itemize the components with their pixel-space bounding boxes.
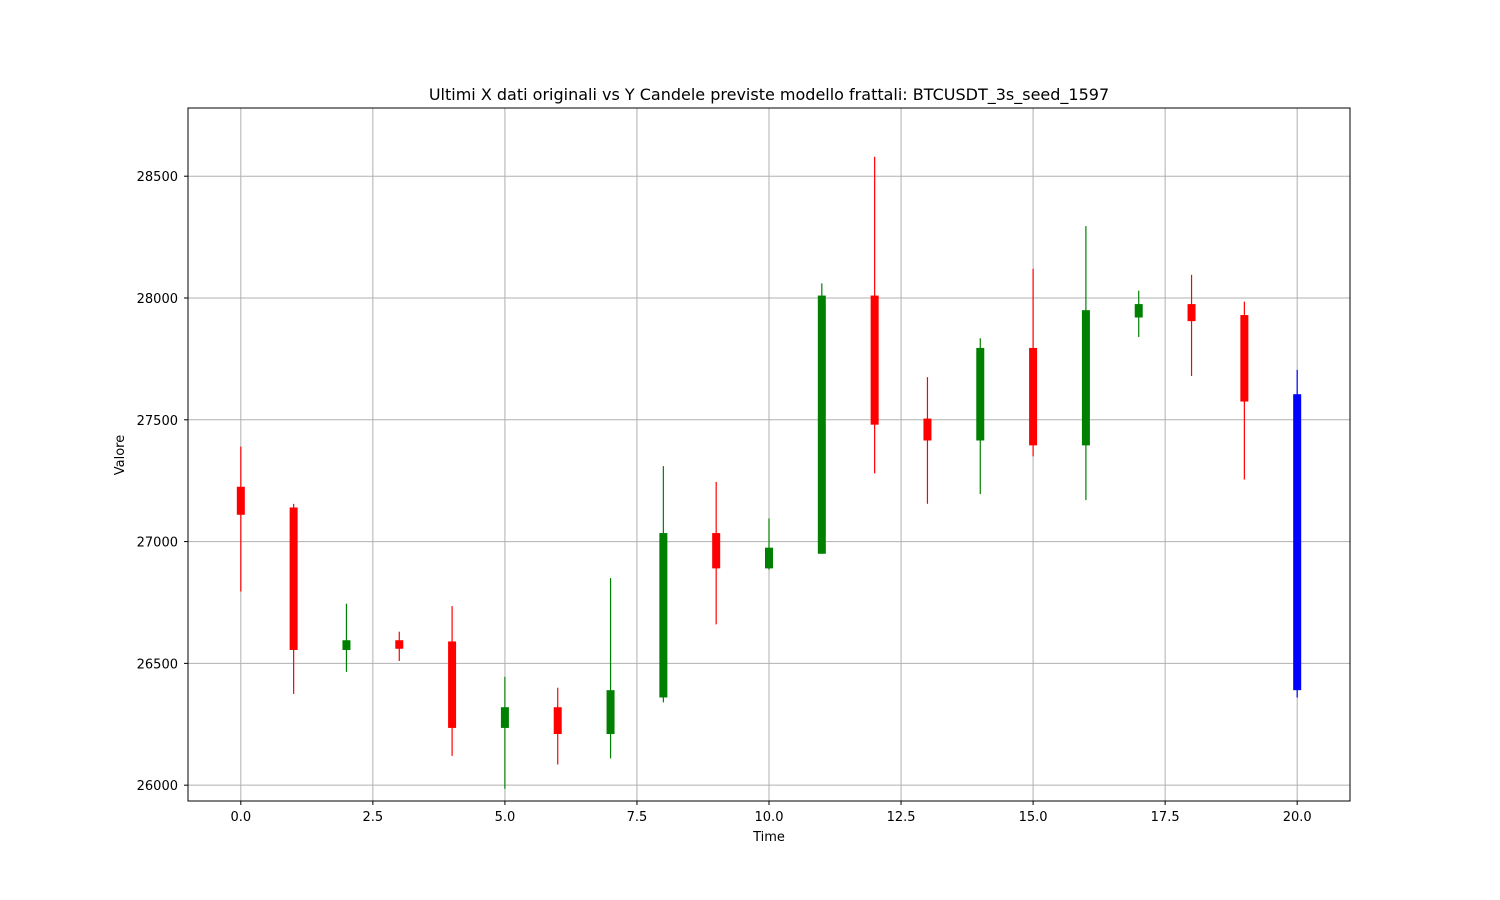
candle-body bbox=[448, 641, 457, 728]
candle-body bbox=[1081, 310, 1090, 446]
candle-body bbox=[659, 533, 668, 698]
candle-body bbox=[712, 533, 721, 569]
candle-body bbox=[817, 295, 826, 554]
x-tick-label: 0.0 bbox=[230, 810, 251, 825]
x-tick-label: 15.0 bbox=[1019, 810, 1048, 825]
candle-body bbox=[553, 707, 562, 735]
x-axis-ticks: 0.0 2.5 5.0 7.5 10.0 12.5 15.0 17.5 20.0 bbox=[230, 801, 1312, 825]
x-tick-label: 7.5 bbox=[627, 810, 648, 825]
x-tick-label: 10.0 bbox=[755, 810, 784, 825]
y-tick-label: 27000 bbox=[137, 536, 178, 551]
candle-body bbox=[395, 640, 404, 649]
x-axis-label: Time bbox=[752, 830, 785, 845]
candle-body bbox=[976, 347, 985, 441]
x-tick-label: 2.5 bbox=[363, 810, 384, 825]
candle-body bbox=[870, 295, 879, 425]
y-tick-label: 26500 bbox=[137, 657, 178, 672]
candle-body bbox=[500, 707, 509, 728]
y-axis-ticks: 26000 26500 27000 27500 28000 28500 bbox=[137, 170, 188, 794]
candle-body bbox=[1134, 304, 1143, 318]
x-tick-label: 17.5 bbox=[1151, 810, 1180, 825]
y-tick-label: 28000 bbox=[137, 292, 178, 307]
candle-body bbox=[1240, 315, 1249, 402]
candle-body bbox=[1029, 347, 1038, 446]
x-tick-label: 20.0 bbox=[1283, 810, 1312, 825]
candle-body bbox=[1187, 304, 1196, 322]
y-tick-label: 26000 bbox=[137, 779, 178, 794]
candle-body bbox=[342, 640, 351, 650]
forecast-candle-body bbox=[1293, 394, 1302, 691]
y-axis-label: Valore bbox=[113, 435, 128, 475]
candle-body bbox=[289, 507, 298, 650]
grid-lines bbox=[188, 108, 1350, 801]
candle-body bbox=[236, 486, 245, 515]
x-tick-label: 12.5 bbox=[887, 810, 916, 825]
y-tick-label: 28500 bbox=[137, 170, 178, 185]
candle-body bbox=[765, 547, 773, 569]
candles bbox=[236, 156, 1302, 789]
y-tick-label: 27500 bbox=[137, 414, 178, 429]
candle-body bbox=[606, 690, 615, 735]
candle-body bbox=[923, 418, 932, 441]
x-tick-label: 5.0 bbox=[495, 810, 516, 825]
chart-title: Ultimi X dati originali vs Y Candele pre… bbox=[429, 85, 1109, 105]
